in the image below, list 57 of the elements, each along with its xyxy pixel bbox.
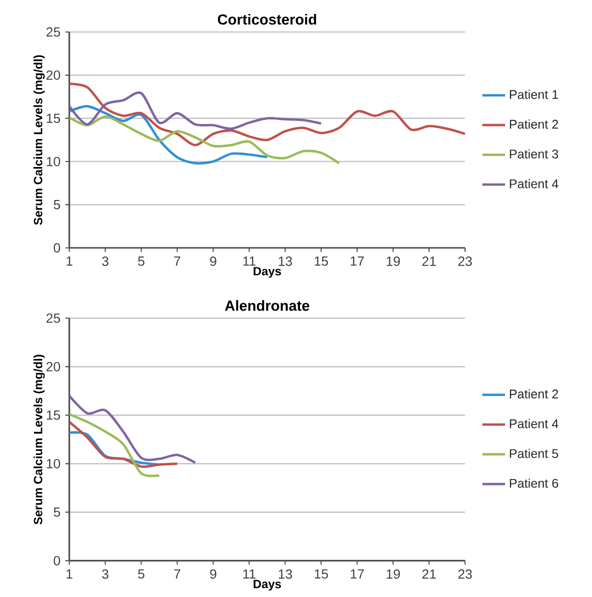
- x-tick-label: 21: [422, 569, 436, 579]
- y-tick-label: 15: [47, 114, 60, 123]
- y-axis-title: Serum Calcium Levels (mg/dl): [34, 55, 45, 225]
- line-series: [69, 413, 161, 478]
- y-tick-label: 10: [47, 458, 60, 468]
- x-tick-label: 17: [350, 256, 364, 266]
- legend-label: Patient 1: [510, 90, 558, 99]
- x-tick-label: 19: [386, 256, 400, 266]
- legend-label: Patient 5: [510, 448, 558, 458]
- line-series: [69, 115, 341, 164]
- y-tick-label: 10: [47, 156, 60, 166]
- x-tick-label: 17: [350, 569, 364, 579]
- x-tick-label: 13: [278, 569, 292, 579]
- x-tick-label: 1: [66, 569, 73, 579]
- line-series: [69, 92, 323, 130]
- legend-label: Patient 2: [510, 119, 558, 129]
- chart-title: Corticosteroid: [218, 14, 316, 25]
- y-tick-label: 20: [46, 70, 60, 80]
- x-tick-label: 3: [102, 256, 109, 266]
- x-tick-label: 9: [210, 256, 216, 266]
- x-tick-label: 11: [243, 256, 256, 266]
- legend-label: Patient 6: [510, 478, 558, 488]
- y-axis-title: Serum Calcium Levels (mg/dl): [34, 354, 45, 524]
- chart-title: Alendronate: [225, 300, 310, 311]
- x-tick-label: 23: [458, 256, 472, 266]
- x-tick-label: 13: [278, 256, 292, 266]
- x-tick-label: 11: [243, 569, 256, 579]
- y-tick-label: 0: [54, 556, 60, 566]
- y-tick-label: 25: [46, 313, 60, 323]
- line-series: [69, 420, 179, 468]
- line-series: [69, 82, 466, 146]
- y-tick-label: 5: [54, 200, 60, 210]
- x-tick-label: 5: [138, 569, 145, 579]
- x-tick-label: 1: [66, 256, 73, 266]
- x-tick-label: 3: [102, 569, 109, 579]
- x-tick-label: 15: [314, 569, 328, 579]
- y-tick-label: 20: [46, 362, 60, 372]
- x-tick-label: 21: [422, 256, 436, 266]
- legend-label: Patient 2: [510, 389, 558, 398]
- y-tick-label: 5: [54, 508, 60, 517]
- y-tick-label: 0: [54, 243, 60, 253]
- legend-label: Patient 3: [510, 149, 558, 159]
- x-tick-label: 5: [138, 256, 145, 266]
- x-axis-title: Days: [254, 580, 282, 591]
- x-tick-label: 19: [386, 569, 400, 579]
- x-tick-label: 9: [210, 569, 216, 579]
- y-tick-label: 15: [47, 410, 60, 420]
- line-series: [69, 394, 197, 464]
- y-tick-label: 25: [46, 27, 60, 37]
- x-tick-label: 7: [174, 569, 180, 579]
- legend-label: Patient 4: [510, 179, 558, 188]
- x-tick-label: 23: [458, 569, 472, 579]
- legend-label: Patient 4: [510, 418, 558, 428]
- x-axis-title: Days: [254, 267, 282, 278]
- line-series: [69, 105, 269, 165]
- x-tick-label: 7: [174, 256, 180, 266]
- x-tick-label: 15: [314, 256, 328, 266]
